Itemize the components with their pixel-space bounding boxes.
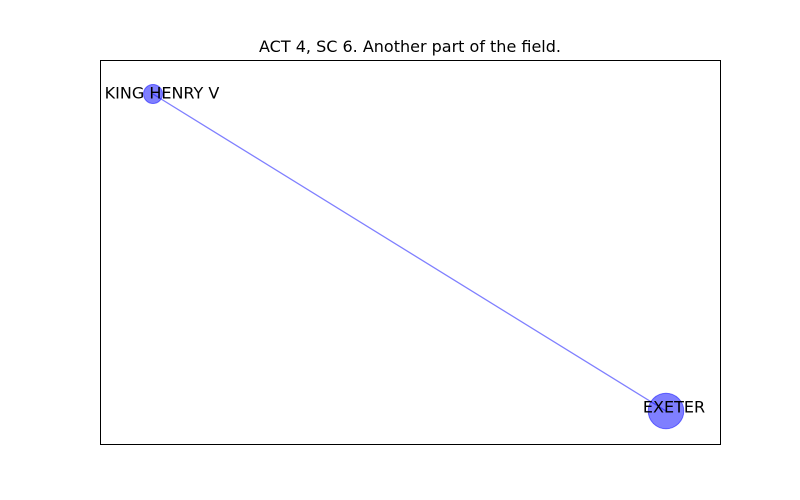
label-layer: KING HENRY V EXETER — [105, 84, 705, 417]
node-label-king-henry-v: KING HENRY V — [105, 84, 220, 103]
node-king-henry-v — [143, 84, 163, 104]
node-label-exeter: EXETER — [643, 398, 705, 417]
plot-frame — [100, 60, 721, 445]
node-exeter — [647, 392, 685, 430]
node-layer — [143, 84, 685, 430]
edge-layer — [152, 93, 667, 412]
edge-king-henry-v-exeter — [152, 93, 667, 412]
figure-title: ACT 4, SC 6. Another part of the field. — [259, 37, 561, 56]
